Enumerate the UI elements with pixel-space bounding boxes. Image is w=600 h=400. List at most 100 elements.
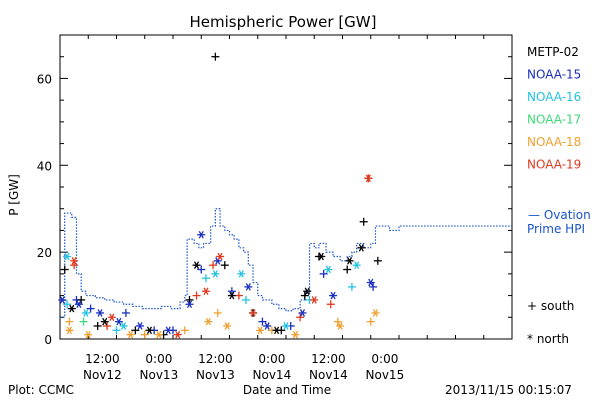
north-point [310,296,319,304]
south-point [241,295,250,304]
north-point [136,322,145,330]
north-point [154,330,163,339]
south-point [60,265,69,274]
north-point-ray [137,322,143,330]
x-tick-label-time: 0:00 [145,352,172,366]
south-point [220,261,229,270]
north-point-ray [76,300,82,309]
north-point [272,326,281,335]
north-point-ray [299,309,306,317]
north-point-ray [146,326,153,335]
north-point [211,270,220,278]
x-tick-label-date: Nov13 [140,368,179,382]
north-point-ray [224,322,230,330]
north-point-ray [283,322,289,330]
south-point [300,291,309,300]
legend-entry-metp-02: METP-02 [527,45,579,59]
north-point-ray [83,309,89,317]
south-point [131,326,140,335]
y-tick-label: 0 [44,333,52,347]
north-point-ray [318,252,324,261]
south-point [296,313,305,322]
north-point-ray [365,174,371,183]
north-point [249,309,258,317]
plot-frame [59,34,513,340]
south-point [197,265,206,274]
y-axis-label: P [GW] [7,174,21,216]
south-point [63,300,72,309]
south-point [192,291,201,300]
north-point-ray [66,326,72,335]
north-point [185,300,194,309]
north-point [164,326,173,335]
ovation-series [60,208,512,318]
north-point-ray [250,309,256,317]
north-point [197,230,206,239]
ovation-line [60,208,512,318]
north-point [81,309,90,317]
x-axis-label: Date and Time [243,383,331,397]
north-point [96,309,105,317]
north-point-ray [238,270,244,278]
south-point [185,295,194,304]
north-point-ray [85,330,91,339]
south-point [93,321,102,330]
north-point [107,313,116,322]
north-point [173,330,182,339]
north-point [204,317,213,326]
north-point-ray [264,322,270,330]
x-tick-label-date: Nov13 [196,368,235,382]
north-point [256,326,265,335]
north-point-ray [203,287,209,296]
south-point [258,317,267,326]
north-point [67,304,76,313]
north-point [58,296,67,304]
south-point [326,300,335,309]
north-point [357,244,366,252]
north-point [223,322,232,330]
north-point-ray [186,300,193,309]
north-point-ray [372,309,379,317]
south-point [211,52,220,61]
north-point [329,291,338,300]
north-point [65,326,74,335]
x-axis: 12:00 Nov12 0:00 Nov13 12:00 Nov13 0:00 Nov14 12… [59,35,513,382]
north-point [74,300,83,309]
north-point [336,322,345,330]
south-point [234,291,243,300]
north-point-ray [325,265,331,274]
legend-ovation-line2: Prime HPI [527,222,585,236]
south-point [180,326,189,335]
north-point-ray [69,304,75,313]
north-point-ray [102,317,108,326]
north-point [114,317,123,326]
north-point [244,283,253,291]
north-point [303,287,312,296]
north-point-ray [292,330,298,339]
legend-entry-noaa-18: NOAA-18 [527,135,581,149]
north-point [364,174,373,183]
y-axis: 0 20 40 60 [37,34,512,347]
north-point-ray [128,330,134,339]
north-point-ray [165,326,171,335]
north-point [366,278,375,287]
south-point [319,269,328,278]
x-tick-label-date: Nov14 [309,368,348,382]
north-point [201,287,210,296]
north-point [192,261,201,269]
north-point-ray [311,296,317,304]
south-point [343,265,352,274]
y-tick-label: 40 [37,159,52,173]
legend-north: * north [527,332,569,346]
south-point [366,317,375,326]
north-point [126,330,135,339]
legend-south: + south [527,299,574,313]
north-point [145,326,154,335]
north-point-ray [97,309,103,317]
north-point [345,257,354,265]
legend-ovation-line1: — Ovation [528,208,591,222]
legend: METP-02 NOAA-15 NOAA-16 NOAA-17 NOAA-18 NOAA-… [527,45,591,346]
north-point-ray [330,291,336,300]
south-point [369,282,378,291]
